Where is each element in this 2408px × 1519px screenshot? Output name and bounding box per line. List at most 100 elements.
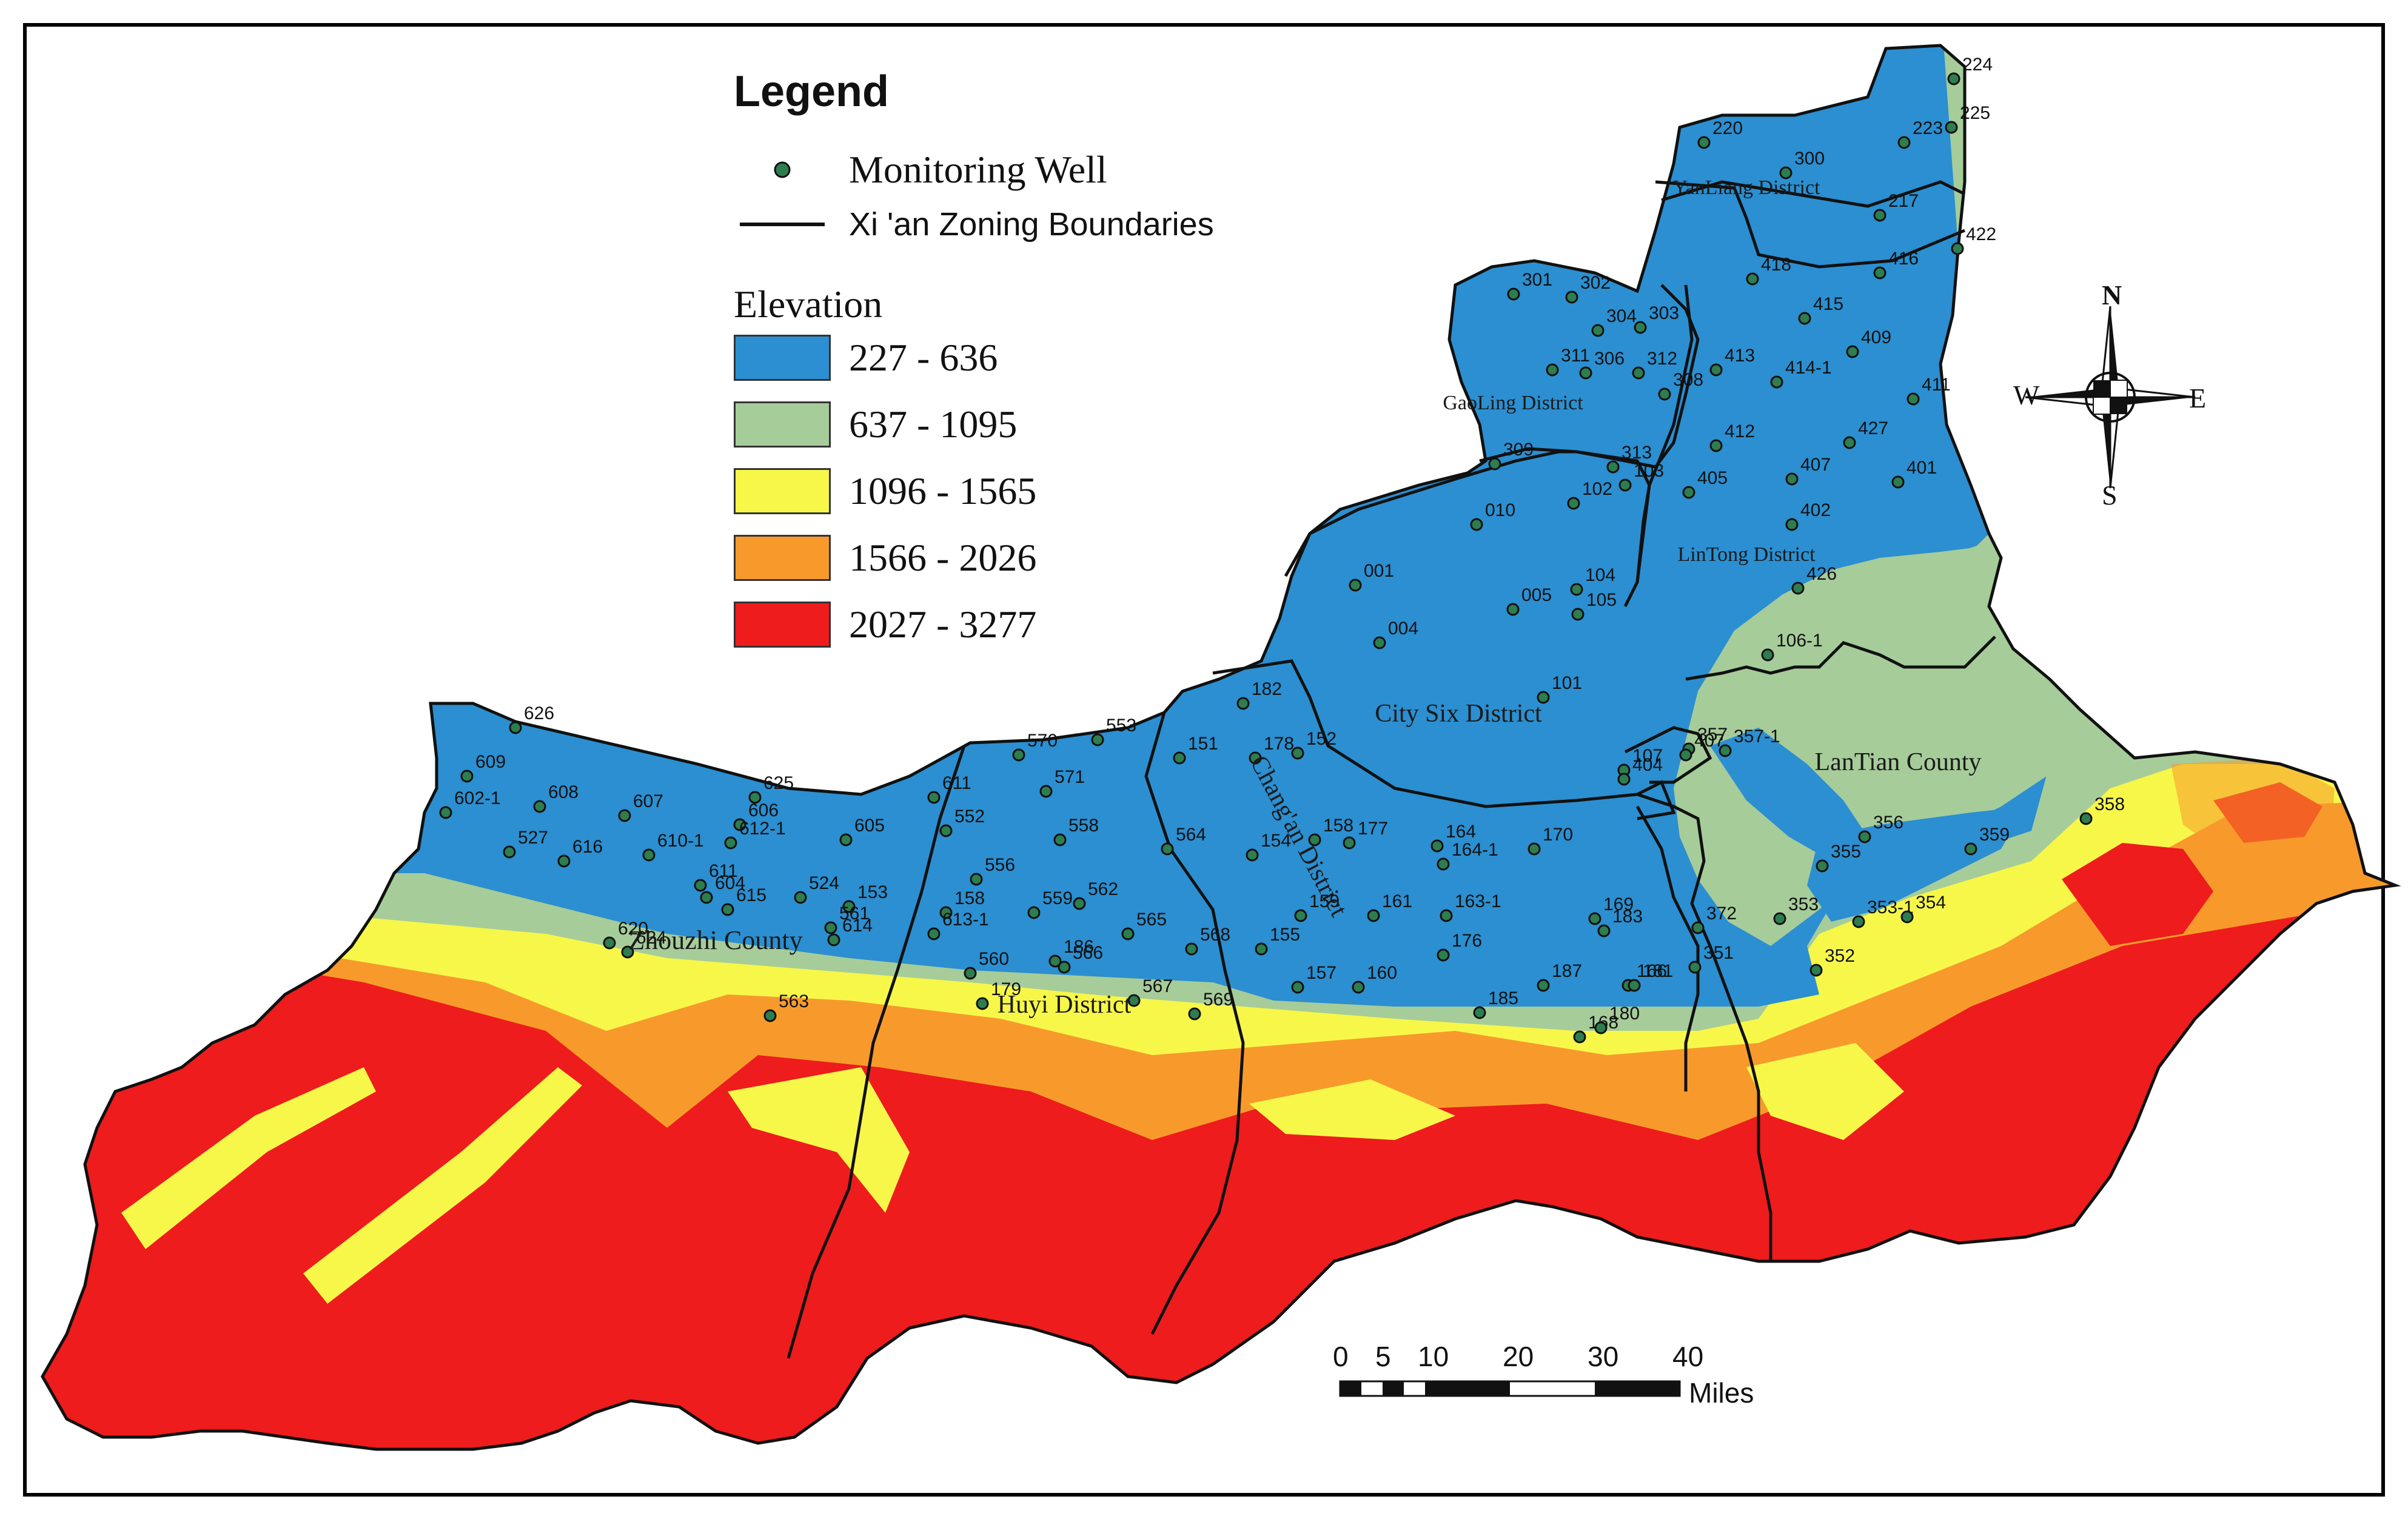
legend-title: Legend xyxy=(734,67,890,116)
district-label: YanLiang District xyxy=(1672,176,1820,199)
well-label: 426 xyxy=(1806,564,1837,584)
well-dot-icon xyxy=(1579,366,1592,380)
well-label: 005 xyxy=(1521,585,1552,605)
well-label: 356 xyxy=(1873,813,1903,833)
monitoring-well: 169 xyxy=(1588,894,1634,925)
well-dot-icon xyxy=(1746,272,1759,286)
monitoring-well: 311 xyxy=(1546,346,1590,377)
well-label: 164-1 xyxy=(1452,840,1498,860)
monitoring-well: 154 xyxy=(1246,831,1291,862)
well-label: 183 xyxy=(1612,907,1643,927)
well-label: 612-1 xyxy=(739,819,786,839)
monitoring-well: 223 xyxy=(1897,118,1943,149)
district-label: LinTong District xyxy=(1677,543,1816,566)
monitoring-well: 158 xyxy=(939,888,985,919)
well-dot-icon xyxy=(733,818,746,831)
monitoring-well: 309 xyxy=(1488,440,1534,471)
legend-swatch xyxy=(734,335,831,381)
monitoring-well: 625 xyxy=(748,773,794,804)
well-label: 158 xyxy=(954,888,985,908)
well-dot-icon xyxy=(1682,486,1695,499)
well-dot-icon xyxy=(927,791,941,804)
monitoring-well: 605 xyxy=(839,816,885,847)
elev-valley-streak-1 xyxy=(121,1067,376,1249)
compass-west: W xyxy=(2013,380,2040,411)
monitoring-well: 413 xyxy=(1709,346,1755,377)
well-label: 179 xyxy=(991,979,1021,999)
legend-elevation-label: 1096 - 1565 xyxy=(849,469,1037,512)
well-dot-icon xyxy=(842,900,856,913)
well-dot-icon xyxy=(1891,475,1905,489)
legend-elevation-row: 2027 - 3277 xyxy=(734,600,1036,649)
monitoring-well: 559 xyxy=(1027,888,1073,919)
well-label: 563 xyxy=(779,991,809,1011)
monitoring-well: 304 xyxy=(1591,306,1637,337)
well-label: 152 xyxy=(1306,729,1336,749)
well-dot-icon xyxy=(1591,324,1605,337)
well-label: 217 xyxy=(1888,191,1919,211)
well-label: 355 xyxy=(1831,842,1861,862)
legend-elevation-row: 637 - 1095 xyxy=(734,400,1017,449)
well-dot-icon xyxy=(618,809,631,822)
monitoring-wells: 224 225 220 223 300 217 422 418 416 301 302 415 304 3… xyxy=(439,55,2125,1044)
well-label: 562 xyxy=(1088,879,1118,899)
well-dot-icon xyxy=(2079,812,2093,825)
elev-peak-lantian xyxy=(2062,843,2213,946)
well-dot-icon xyxy=(964,967,977,980)
well-dot-icon xyxy=(1506,603,1520,616)
well-dot-icon xyxy=(1858,830,1871,843)
well-dot-icon xyxy=(1039,785,1053,798)
well-label: 106-1 xyxy=(1776,631,1823,651)
well-label: 606 xyxy=(748,800,779,820)
well-label: 418 xyxy=(1761,255,1791,275)
monitoring-well: 177 xyxy=(1343,819,1388,850)
well-label: 151 xyxy=(1188,734,1218,754)
region-outline xyxy=(41,44,2401,1451)
monitoring-well: 176 xyxy=(1437,931,1482,962)
monitoring-well: 427 xyxy=(1843,418,1888,449)
monitoring-well: 152 xyxy=(1291,729,1336,760)
well-dot-icon xyxy=(1907,392,1920,406)
monitoring-well: 354 xyxy=(1900,893,1946,924)
well-dot-icon xyxy=(1546,363,1559,377)
legend-elevation-label: 1566 - 2026 xyxy=(849,536,1037,579)
well-dot-icon xyxy=(460,770,474,783)
well-dot-icon xyxy=(1588,912,1601,925)
monitoring-well: 567 xyxy=(1127,976,1173,1007)
boundary-yanliang xyxy=(1655,180,1965,269)
well-dot-icon xyxy=(1709,439,1723,452)
well-label: 414-1 xyxy=(1785,358,1832,378)
monitoring-well: 164-1 xyxy=(1437,840,1498,871)
elev-peak-east xyxy=(1486,1122,1728,1219)
monitoring-well: 562 xyxy=(1073,879,1118,910)
monitoring-well: 624 xyxy=(621,928,666,959)
monitoring-well: 160 xyxy=(1352,963,1397,994)
well-dot-icon xyxy=(1507,287,1520,301)
monitoring-well: 402 xyxy=(1785,500,1831,531)
well-dot-icon xyxy=(1791,582,1805,595)
legend-row-boundary: Xi 'an Zoning Boundaries xyxy=(734,200,1214,249)
well-dot-icon xyxy=(839,833,853,847)
legend-elevation-label: 2027 - 3277 xyxy=(849,603,1037,646)
scale-tick-label: 0 xyxy=(1333,1341,1349,1372)
monitoring-well: 107 xyxy=(1617,746,1663,777)
well-dot-icon xyxy=(509,721,522,734)
well-label: 353 xyxy=(1788,894,1819,914)
monitoring-well: 104 xyxy=(1570,565,1615,596)
well-dot-icon xyxy=(1073,897,1086,910)
well-dot-icon xyxy=(1488,457,1501,471)
well-dot-icon xyxy=(1343,836,1356,850)
elev-valley-streak-4 xyxy=(1249,1079,1455,1140)
well-dot-icon xyxy=(603,936,616,950)
well-dot-icon xyxy=(1873,209,1886,222)
well-dot-icon xyxy=(1565,290,1578,304)
well-label: 170 xyxy=(1543,825,1573,845)
well-label: 158 xyxy=(1323,816,1353,836)
well-label: 407 xyxy=(1694,731,1725,751)
monitoring-well: 569 xyxy=(1188,990,1233,1021)
elev-valley-streak-5 xyxy=(1746,1043,1904,1140)
well-dot-icon xyxy=(1121,927,1135,941)
monitoring-well: 164 xyxy=(1430,822,1476,853)
well-label: 616 xyxy=(572,837,603,857)
well-label: 308 xyxy=(1673,370,1703,390)
